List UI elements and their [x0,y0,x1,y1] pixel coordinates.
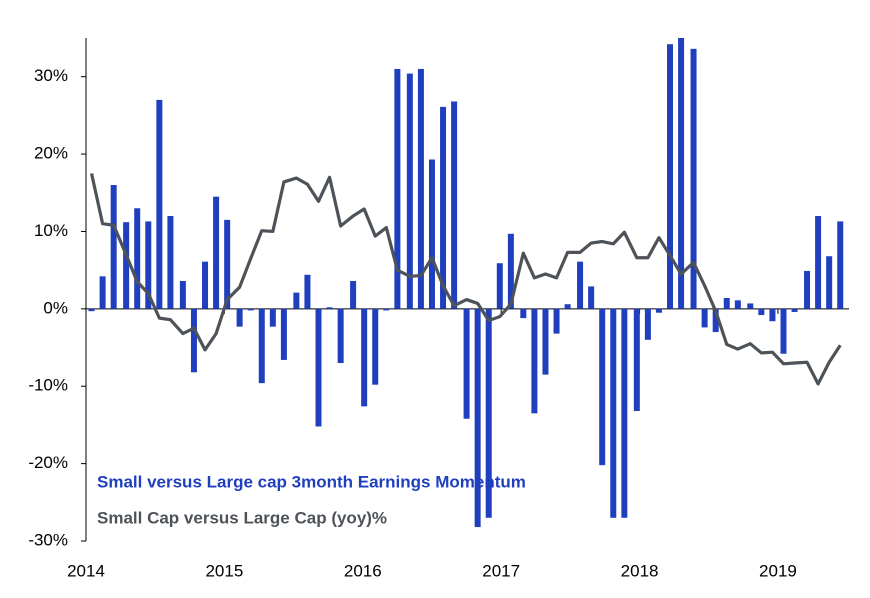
bar [712,308,719,333]
bar [372,308,379,385]
bar [99,276,106,309]
y-tick-label: -20% [28,453,68,472]
bar [451,101,458,309]
bar [315,308,322,427]
bar [678,38,685,309]
bar [701,308,708,328]
bar [553,308,560,334]
bar [633,308,640,411]
bar [610,308,617,518]
bar [837,221,844,309]
bar [474,308,481,528]
bar [564,304,571,309]
bar [758,308,765,316]
bar [236,308,243,327]
bar [690,48,697,309]
bar [520,308,527,319]
bar [496,263,503,309]
x-tick-label: 2015 [205,561,243,580]
y-tick-label: -10% [28,376,68,395]
bar [588,286,595,309]
bar [667,44,674,309]
bar [134,208,141,309]
bar [326,307,333,309]
bar [179,280,186,309]
bar [190,308,197,373]
bar [167,215,174,309]
legend-entry: Small Cap versus Large Cap (yoy)% [97,508,387,527]
bar [394,68,401,309]
bar [145,221,152,309]
bar [723,298,730,309]
bar [440,106,447,309]
bar [269,308,276,327]
y-tick-label: 30% [34,66,68,85]
x-tick-label: 2017 [482,561,520,580]
bar [88,308,95,312]
bar [213,196,220,309]
bar [156,99,163,309]
legend-entry: Small versus Large cap 3month Earnings M… [97,472,526,491]
bar [826,256,833,309]
bar [202,261,209,309]
bar [599,308,606,466]
bar [337,308,344,364]
bar [258,308,265,384]
bar [350,280,357,309]
bar [417,68,424,309]
bar [531,308,538,414]
bar [542,308,549,375]
bar [406,73,413,309]
bar [804,270,811,309]
line [89,173,842,386]
bar [577,261,584,309]
x-tick-label: 2019 [759,561,797,580]
bar [280,308,287,360]
bar [247,308,254,311]
bar [644,308,651,340]
bar [383,308,390,311]
bar [224,219,231,309]
x-tick-label: 2018 [621,561,659,580]
x-tick-label: 2014 [67,561,105,580]
bar [780,308,787,354]
bar [747,303,754,309]
bar [791,308,798,312]
bar [734,300,741,309]
x-tick-label: 2016 [344,561,382,580]
bar [304,274,311,309]
bar [428,159,435,309]
bar [815,215,822,309]
y-tick-label: -30% [28,530,68,549]
bar [507,233,514,309]
bar [110,185,117,309]
y-tick-label: 0% [43,298,68,317]
bar [621,308,628,518]
y-tick-label: 20% [34,144,68,163]
y-tick-label: 10% [34,221,68,240]
bar [463,308,470,419]
bar [293,292,300,309]
bar [769,308,776,322]
bar [485,308,492,518]
bar [123,222,130,309]
bar [361,308,368,407]
bar [655,308,662,313]
